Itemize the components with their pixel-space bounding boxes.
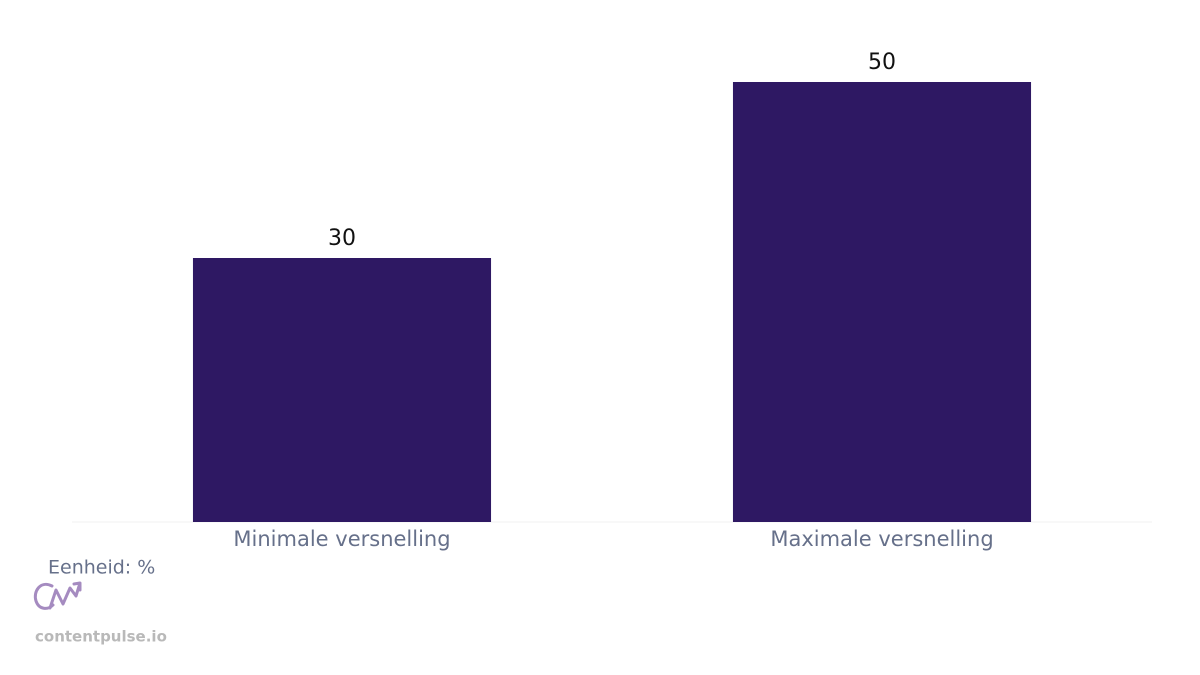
logo — [33, 581, 82, 610]
unit-note: Eenheid: % — [48, 557, 155, 579]
logo-m — [48, 581, 82, 610]
value-label: 30 — [328, 226, 356, 251]
x-tick-label: Maximale versnelling — [770, 527, 993, 551]
watermark: contentpulse.io — [35, 628, 167, 646]
bar — [732, 82, 1032, 522]
value-label: 50 — [868, 50, 896, 75]
x-tick-label: Minimale versnelling — [233, 527, 450, 551]
logo-c — [33, 583, 55, 610]
bar — [192, 258, 492, 522]
